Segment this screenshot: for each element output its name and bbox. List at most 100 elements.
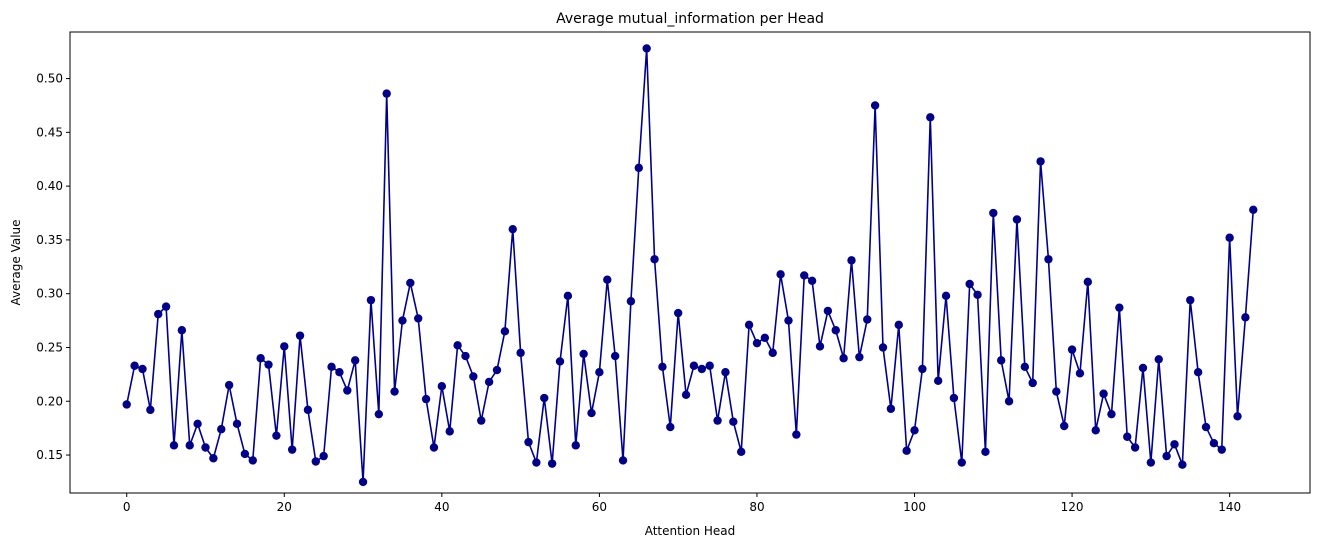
data-point (335, 368, 344, 377)
data-point (272, 431, 281, 440)
y-tick-label: 0.45 (36, 125, 63, 139)
data-point (681, 390, 691, 399)
data-point (847, 256, 856, 265)
data-point (1209, 439, 1219, 448)
data-point (910, 426, 919, 435)
data-point (689, 361, 699, 370)
y-axis-label: Average Value (9, 219, 23, 305)
data-point (445, 427, 454, 436)
data-point (217, 425, 226, 434)
data-point (579, 349, 588, 359)
data-point (1193, 368, 1203, 377)
data-point (721, 368, 730, 377)
data-point (1044, 255, 1053, 264)
data-point (1225, 233, 1234, 242)
x-tick-label: 80 (749, 500, 764, 514)
y-tick-label: 0.20 (36, 394, 63, 408)
data-point (776, 270, 785, 279)
x-tick-label: 120 (1061, 500, 1084, 514)
data-point (610, 351, 620, 361)
data-point (839, 354, 848, 363)
data-point (453, 341, 462, 350)
data-point (1052, 387, 1061, 396)
data-point (697, 364, 707, 374)
data-point (280, 342, 289, 351)
data-point (658, 362, 667, 372)
data-point (760, 333, 770, 342)
data-point (437, 381, 447, 391)
y-axis: 0.15 0.20 0.25 0.30 0.35 0.40 0.45 0.50 (36, 72, 70, 462)
plot-frame (69, 31, 1311, 494)
data-point (1067, 345, 1077, 354)
data-point (886, 404, 896, 413)
data-point (949, 393, 959, 403)
data-point (563, 291, 573, 301)
data-point (973, 290, 982, 299)
data-point (161, 302, 171, 311)
data-point (737, 447, 746, 456)
data-point (382, 89, 391, 98)
data-point (406, 278, 415, 288)
data-point (926, 113, 935, 122)
data-point (146, 405, 155, 415)
data-point (902, 446, 911, 455)
data-point (1178, 460, 1187, 469)
x-tick-label: 140 (1218, 500, 1241, 514)
data-point (1004, 397, 1014, 406)
data-point (350, 356, 360, 365)
data-point (863, 315, 872, 324)
data-point (1020, 362, 1030, 372)
data-point (232, 419, 242, 429)
data-point (1241, 313, 1250, 322)
data-point (130, 361, 139, 370)
data-point (303, 405, 313, 415)
data-point (484, 377, 494, 387)
data-point (508, 224, 517, 234)
x-axis: 0 20 40 60 80 100 120 140 (123, 493, 1241, 514)
data-point (177, 326, 187, 335)
data-point (429, 443, 439, 452)
data-point (366, 295, 376, 305)
x-tick-label: 100 (903, 500, 926, 514)
data-point (1162, 451, 1171, 461)
data-point (784, 316, 793, 325)
chart-title: Average mutual_information per Head (556, 11, 824, 27)
data-point (421, 394, 431, 404)
data-point (989, 208, 998, 218)
data-point (650, 255, 659, 264)
data-point (1146, 458, 1156, 467)
data-point (524, 437, 533, 447)
data-point (855, 352, 864, 362)
data-point (185, 441, 194, 450)
data-point (1138, 363, 1148, 373)
data-point (477, 416, 486, 425)
data-point (634, 163, 643, 173)
data-point (1115, 303, 1124, 312)
data-point (666, 422, 675, 432)
data-point (595, 368, 604, 377)
data-point (587, 408, 596, 418)
data-point (626, 297, 636, 306)
data-point (540, 393, 549, 403)
data-point (1186, 295, 1195, 305)
data-point (933, 376, 943, 386)
data-point (1233, 412, 1242, 421)
data-point (941, 291, 951, 301)
data-point (343, 386, 352, 395)
x-axis-label: Attention Head (645, 524, 736, 538)
data-point (256, 354, 265, 363)
data-point (492, 365, 502, 375)
y-tick-label: 0.25 (36, 340, 63, 354)
data-point (1170, 440, 1179, 449)
data-point (1154, 355, 1163, 364)
data-point (1099, 389, 1108, 398)
data-point (965, 279, 974, 289)
data-point (193, 419, 202, 429)
data-point (1249, 205, 1258, 214)
x-tick-label: 60 (592, 500, 607, 514)
data-point (248, 456, 257, 465)
x-tick-label: 20 (277, 500, 292, 514)
data-point (1130, 443, 1140, 452)
data-point (414, 314, 423, 323)
data-point (154, 309, 163, 319)
